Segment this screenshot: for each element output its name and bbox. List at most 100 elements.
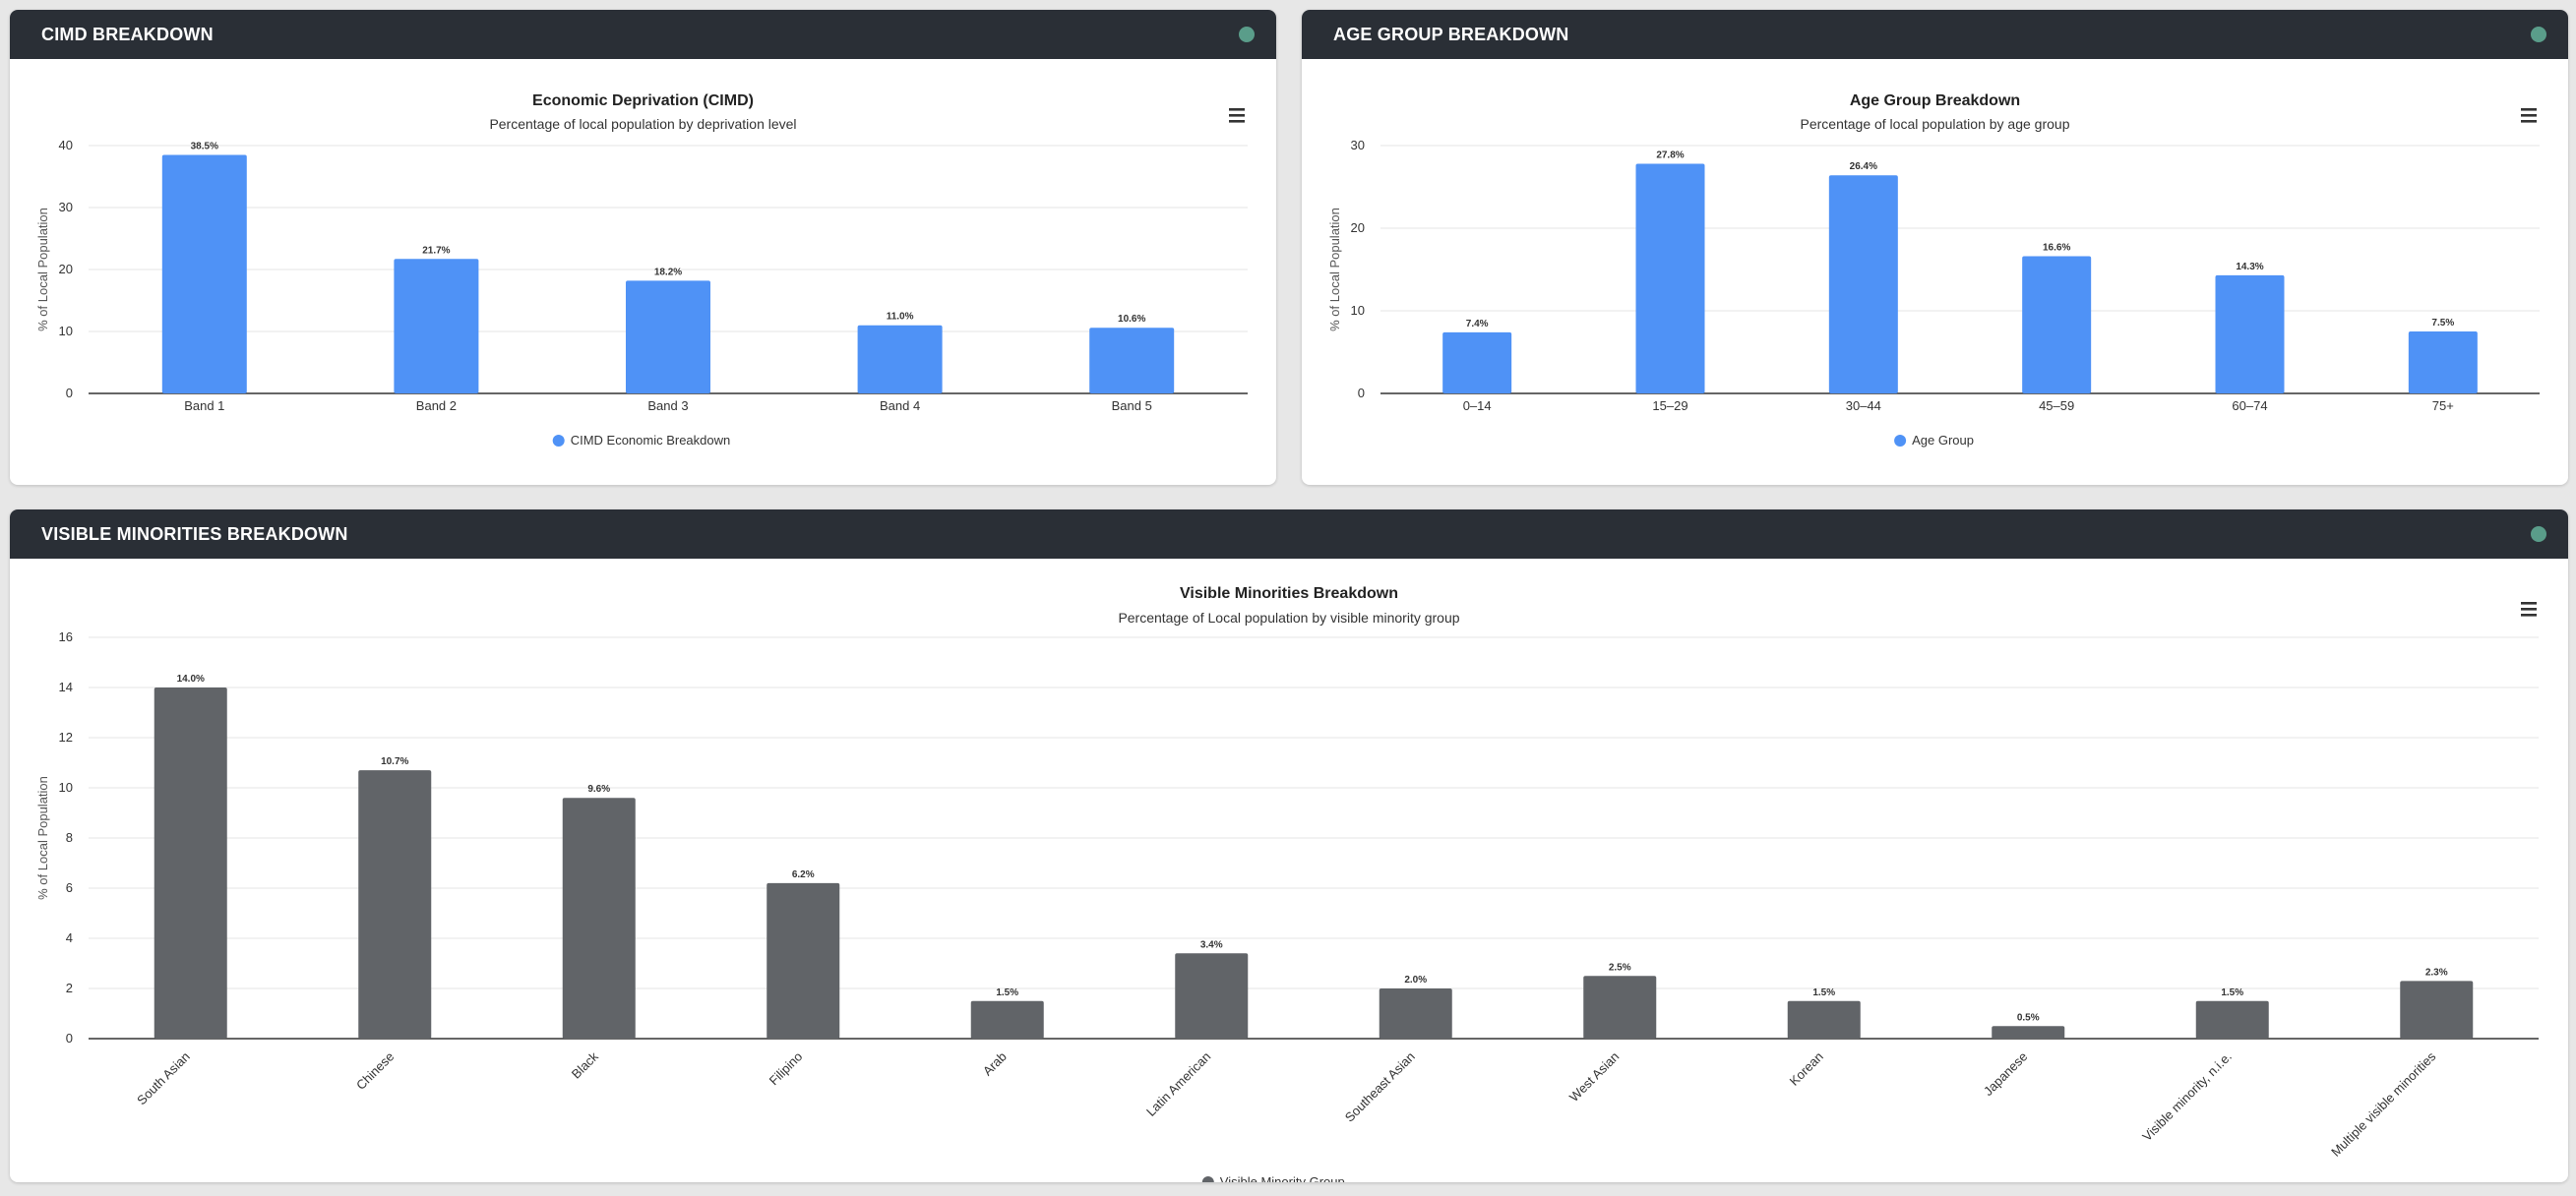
bar[interactable]	[1089, 328, 1175, 393]
x-tick-label: 75+	[2432, 398, 2454, 413]
card-title: AGE GROUP BREAKDOWN	[1333, 24, 1569, 44]
y-axis-label: % of Local Population	[35, 208, 50, 331]
bar[interactable]	[394, 259, 479, 393]
y-tick-label: 8	[66, 830, 73, 845]
y-tick-label: 12	[59, 730, 73, 745]
bar[interactable]	[1787, 1000, 1861, 1039]
x-tick-label: West Asian	[1566, 1049, 1622, 1105]
y-tick-label: 2	[66, 981, 73, 995]
legend-label[interactable]: Visible Minority Group	[1220, 1174, 1345, 1182]
x-tick-label: Chinese	[353, 1049, 397, 1093]
data-label: 7.5%	[2431, 318, 2454, 329]
bar[interactable]	[358, 770, 432, 1039]
data-label: 2.3%	[2425, 967, 2448, 978]
bar[interactable]	[2400, 981, 2474, 1039]
data-label: 1.5%	[996, 987, 1018, 998]
data-label: 21.7%	[422, 245, 450, 256]
y-tick-label: 16	[59, 629, 73, 644]
x-tick-label: 30–44	[1846, 398, 1881, 413]
bar[interactable]	[1442, 331, 1512, 393]
bar[interactable]	[2195, 1000, 2269, 1039]
x-tick-label: Black	[569, 1048, 601, 1081]
x-tick-label: Latin American	[1143, 1049, 1213, 1119]
age-chart: Age Group Breakdown Percentage of local p…	[1327, 92, 2540, 448]
legend-label[interactable]: Age Group	[1912, 433, 1974, 448]
bar[interactable]	[1828, 175, 1898, 393]
chart-subtitle: Percentage of Local population by visibl…	[1118, 610, 1459, 626]
y-tick-label: 10	[59, 780, 73, 795]
bar[interactable]	[1379, 988, 1452, 1039]
x-tick-label: Korean	[1787, 1049, 1826, 1089]
x-tick-label: Band 1	[184, 398, 224, 413]
bar[interactable]	[2215, 274, 2285, 393]
x-tick-label: Band 5	[1112, 398, 1152, 413]
card-title: VISIBLE MINORITIES BREAKDOWN	[41, 523, 348, 544]
data-label: 0.5%	[2017, 1012, 2040, 1023]
menu-icon[interactable]	[1229, 108, 1245, 123]
data-label: 2.0%	[1404, 975, 1427, 986]
legend-marker[interactable]	[1201, 1176, 1214, 1182]
bar[interactable]	[2022, 256, 2092, 393]
bar[interactable]	[1635, 163, 1705, 393]
x-tick-label: Arab	[980, 1049, 1010, 1079]
chart-subtitle: Percentage of local population by depriv…	[489, 116, 796, 132]
bar[interactable]	[970, 1000, 1044, 1039]
chart-subtitle: Percentage of local population by age gr…	[1801, 116, 2070, 132]
bar[interactable]	[562, 798, 636, 1039]
data-label: 26.4%	[1850, 161, 1877, 172]
y-tick-label: 0	[1358, 386, 1365, 400]
bar[interactable]	[767, 882, 840, 1039]
y-axis-label: % of Local Population	[1327, 208, 1342, 331]
x-tick-label: Filipino	[767, 1049, 806, 1089]
y-tick-label: 0	[66, 386, 73, 400]
x-tick-label: 0–14	[1463, 398, 1492, 413]
bar[interactable]	[153, 688, 227, 1039]
y-tick-label: 30	[59, 200, 73, 214]
legend-label[interactable]: CIMD Economic Breakdown	[571, 433, 731, 448]
x-tick-label: South Asian	[134, 1049, 193, 1108]
y-tick-label: 4	[66, 930, 73, 945]
y-tick-label: 40	[59, 138, 73, 152]
y-tick-label: 20	[59, 262, 73, 276]
bar[interactable]	[626, 280, 710, 393]
card-header: CIMD BREAKDOWN	[10, 10, 1276, 59]
status-indicator	[1239, 27, 1255, 42]
menu-icon[interactable]	[2521, 108, 2537, 123]
y-tick-label: 20	[1351, 220, 1365, 235]
legend-marker[interactable]	[552, 435, 565, 447]
y-tick-label: 6	[66, 880, 73, 895]
x-tick-label: Band 3	[647, 398, 688, 413]
menu-icon[interactable]	[2521, 602, 2537, 617]
data-label: 3.4%	[1200, 939, 1223, 950]
bar[interactable]	[161, 154, 247, 393]
x-tick-label: Multiple visible minorities	[2328, 1048, 2439, 1160]
bar[interactable]	[2408, 331, 2478, 393]
cimd-card: CIMD BREAKDOWN Economic Deprivation (CIM…	[10, 10, 1276, 485]
status-indicator	[2531, 27, 2546, 42]
data-label: 7.4%	[1466, 319, 1489, 329]
bar[interactable]	[1583, 976, 1657, 1039]
bar[interactable]	[857, 325, 943, 393]
x-tick-label: Band 4	[880, 398, 920, 413]
y-tick-label: 10	[59, 324, 73, 338]
data-label: 14.3%	[2236, 262, 2263, 272]
age-card: AGE GROUP BREAKDOWN Age Group Breakdown P…	[1302, 10, 2568, 485]
x-tick-label: 45–59	[2039, 398, 2074, 413]
data-label: 9.6%	[587, 784, 610, 795]
x-tick-label: 60–74	[2232, 398, 2267, 413]
data-label: 14.0%	[177, 674, 205, 685]
data-label: 38.5%	[191, 141, 218, 151]
x-tick-label: Southeast Asian	[1342, 1049, 1418, 1125]
data-label: 2.5%	[1609, 962, 1631, 973]
visible-minorities-card: VISIBLE MINORITIES BREAKDOWN Visible Min…	[10, 509, 2568, 1182]
bar[interactable]	[1992, 1026, 2065, 1039]
cimd-chart: Economic Deprivation (CIMD) Percentage of…	[35, 92, 1248, 448]
x-tick-label: Japanese	[1981, 1049, 2030, 1099]
data-label: 1.5%	[1812, 987, 1835, 998]
legend-marker[interactable]	[1894, 435, 1907, 447]
data-label: 18.2%	[654, 267, 682, 277]
bar[interactable]	[1175, 953, 1249, 1039]
y-tick-label: 10	[1351, 303, 1365, 318]
data-label: 27.8%	[1656, 150, 1684, 160]
data-label: 1.5%	[2221, 987, 2243, 998]
